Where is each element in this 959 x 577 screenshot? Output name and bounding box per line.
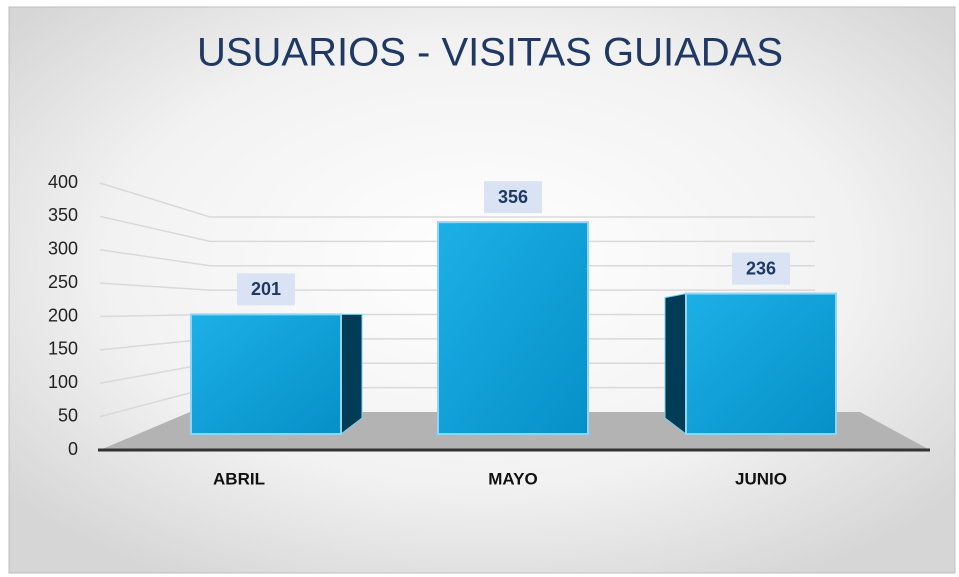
grid-line xyxy=(99,215,815,243)
x-tick-label: ABRIL xyxy=(213,469,265,488)
grid-line xyxy=(99,249,815,267)
bar xyxy=(685,292,837,435)
value-label-box xyxy=(732,252,790,285)
y-tick-label: 350 xyxy=(48,205,78,225)
y-tick-label: 150 xyxy=(48,339,78,359)
value-label-box xyxy=(237,273,295,306)
y-tick-label: 100 xyxy=(48,372,78,392)
value-label-box xyxy=(484,181,542,214)
bar-side xyxy=(340,313,363,436)
grid-line xyxy=(99,282,815,291)
y-tick-label: 200 xyxy=(48,305,78,325)
x-tick-label: JUNIO xyxy=(735,469,787,488)
bar xyxy=(437,221,589,435)
x-tick-label: MAYO xyxy=(488,469,537,488)
value-label: 356 xyxy=(498,187,528,207)
bar xyxy=(190,313,342,435)
value-label: 236 xyxy=(746,258,776,278)
grid-line xyxy=(99,182,815,218)
y-tick-label: 250 xyxy=(48,272,78,292)
chart-title: USUARIOS - VISITAS GUIADAS xyxy=(197,31,783,75)
y-tick-label: 400 xyxy=(48,172,78,192)
bar-side xyxy=(664,292,687,436)
y-tick-label: 300 xyxy=(48,239,78,259)
y-tick-label: 0 xyxy=(68,439,78,459)
value-label: 201 xyxy=(251,279,281,299)
y-tick-label: 50 xyxy=(58,405,78,425)
